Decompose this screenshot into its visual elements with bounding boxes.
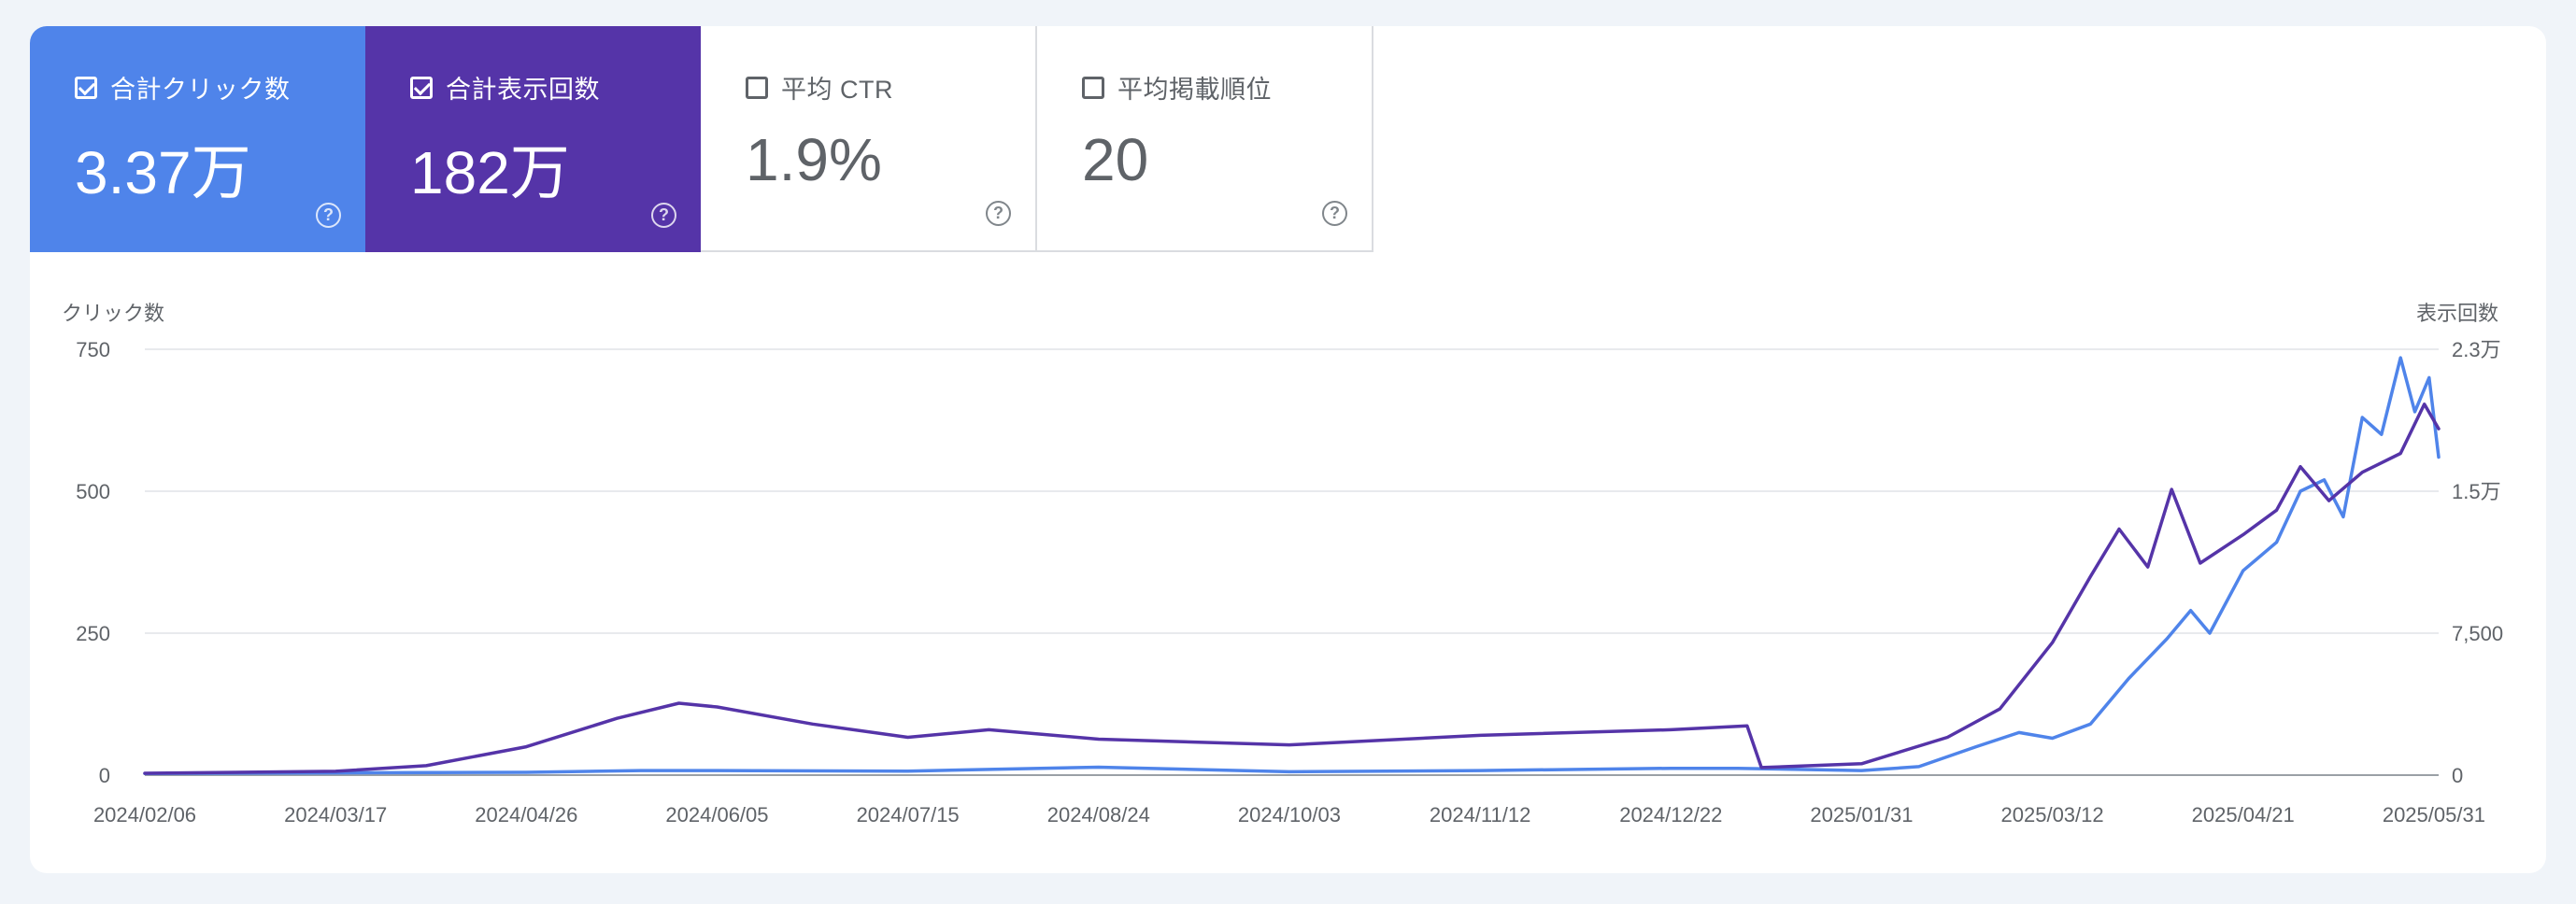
checkbox-checked-icon[interactable] bbox=[75, 76, 97, 99]
right-tick-label: 1.5万 bbox=[2452, 480, 2501, 503]
x-tick-label: 2024/07/15 bbox=[857, 803, 960, 826]
tile-average-ctr[interactable]: 平均 CTR 1.9% ? bbox=[701, 26, 1037, 252]
right-tick-label: 2.3万 bbox=[2452, 338, 2501, 361]
x-tick-label: 2025/01/31 bbox=[1810, 803, 1913, 826]
checkbox-checked-icon[interactable] bbox=[410, 76, 433, 99]
x-tick-label: 2025/03/12 bbox=[2001, 803, 2104, 826]
left-tick-label: 250 bbox=[76, 622, 110, 645]
left-tick-label: 0 bbox=[99, 764, 110, 787]
x-tick-label: 2024/06/05 bbox=[665, 803, 768, 826]
tile-average-position[interactable]: 平均掲載順位 20 ? bbox=[1037, 26, 1373, 252]
right-tick-label: 0 bbox=[2452, 764, 2463, 787]
tile-header: 平均掲載順位 bbox=[1082, 69, 1272, 106]
x-tick-label: 2024/03/17 bbox=[284, 803, 387, 826]
x-tick-label: 2024/08/24 bbox=[1047, 803, 1150, 826]
left-axis-title: クリック数 bbox=[62, 302, 164, 325]
series-line-clicks bbox=[143, 356, 2441, 775]
checkbox-unchecked-icon[interactable] bbox=[1082, 76, 1104, 99]
x-tick-label: 2024/04/26 bbox=[475, 803, 577, 826]
tile-total-impressions[interactable]: 合計表示回数 182万 ? bbox=[365, 26, 701, 252]
tile-header: 合計表示回数 bbox=[410, 69, 600, 106]
help-icon[interactable]: ? bbox=[1322, 201, 1347, 226]
left-tick-label: 750 bbox=[76, 338, 110, 361]
tile-header: 平均 CTR bbox=[746, 69, 893, 106]
tile-label: 平均 CTR bbox=[781, 76, 893, 104]
metric-tiles: 合計クリック数 3.37万 ? 合計表示回数 182万 ? 平均 CTR 1.9… bbox=[30, 26, 1373, 252]
right-axis-title: 表示回数 bbox=[2416, 302, 2498, 325]
tile-header: 合計クリック数 bbox=[75, 69, 291, 106]
tile-value: 20 bbox=[1082, 126, 1149, 193]
tile-label: 平均掲載順位 bbox=[1117, 76, 1272, 104]
x-tick-label: 2024/12/22 bbox=[1619, 803, 1722, 826]
tile-total-clicks[interactable]: 合計クリック数 3.37万 ? bbox=[30, 26, 365, 252]
tile-label: 合計表示回数 bbox=[446, 76, 600, 104]
help-icon[interactable]: ? bbox=[651, 203, 676, 228]
performance-card: 合計クリック数 3.37万 ? 合計表示回数 182万 ? 平均 CTR 1.9… bbox=[30, 26, 2546, 873]
right-tick-label: 7,500 bbox=[2452, 622, 2503, 645]
checkbox-unchecked-icon[interactable] bbox=[746, 76, 768, 99]
tile-value: 182万 bbox=[410, 139, 570, 206]
x-tick-label: 2025/05/31 bbox=[2383, 803, 2485, 826]
tile-value: 3.37万 bbox=[75, 139, 251, 206]
tile-label: 合計クリック数 bbox=[110, 76, 291, 104]
x-tick-label: 2025/04/21 bbox=[2192, 803, 2295, 826]
tile-value: 1.9% bbox=[746, 126, 882, 193]
series-lines bbox=[143, 356, 2441, 775]
series-line-impressions bbox=[143, 403, 2441, 775]
x-tick-label: 2024/02/06 bbox=[93, 803, 196, 826]
axis-ticks: 750 2.3万 500 1.5万 250 7,500 0 0 2024/02/06 2024/0… bbox=[76, 338, 2503, 826]
grid-lines bbox=[145, 348, 2439, 776]
x-tick-label: 2024/10/03 bbox=[1238, 803, 1341, 826]
help-icon[interactable]: ? bbox=[986, 201, 1011, 226]
x-tick-label: 2024/11/12 bbox=[1430, 803, 1530, 826]
left-tick-label: 500 bbox=[76, 480, 110, 503]
help-icon[interactable]: ? bbox=[316, 203, 341, 228]
performance-line-chart: クリック数 表示回数 750 2.3万 500 1.5万 250 7,500 0 0 2024/… bbox=[62, 302, 2503, 826]
